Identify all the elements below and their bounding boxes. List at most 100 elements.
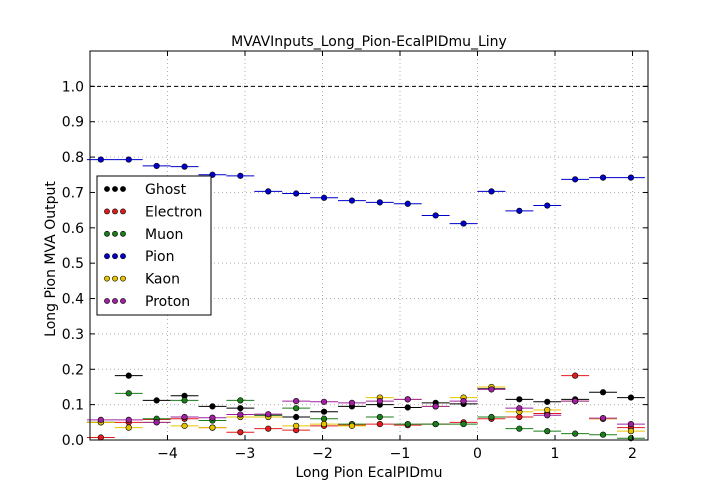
- data-point: [627, 420, 635, 428]
- y-tick-label: 0.8: [62, 150, 84, 166]
- data-point: [125, 424, 132, 431]
- data-point: [293, 413, 300, 421]
- data-point: [516, 413, 523, 421]
- legend-marker: [104, 208, 110, 215]
- data-point: [516, 405, 523, 412]
- legend-marker: [104, 298, 110, 304]
- data-point: [348, 422, 356, 429]
- data-marks: [86, 156, 645, 442]
- series-pion: [86, 156, 645, 227]
- legend-marker: [120, 186, 126, 192]
- data-point: [97, 156, 104, 163]
- legend-marker: [104, 186, 110, 192]
- data-point: [181, 397, 188, 404]
- plot-frame: [89, 50, 649, 441]
- data-point: [376, 199, 383, 206]
- x-tick-label: −2: [312, 446, 333, 462]
- data-point: [572, 372, 579, 379]
- y-tick-label: 0.3: [62, 327, 84, 343]
- data-point: [544, 202, 551, 209]
- data-point: [237, 172, 244, 179]
- data-point: [516, 207, 523, 214]
- y-tick-label: 0.0: [62, 433, 84, 449]
- axis-ticks: −4 −3 −2 −1 0 1 2 0.0 0.1 0.2 0.3 0.4 0.5 0.6 0.7 0.8 0.…: [62, 51, 648, 462]
- data-point: [404, 404, 411, 411]
- data-point: [293, 398, 300, 405]
- data-point: [488, 188, 495, 195]
- data-point: [320, 398, 328, 405]
- data-point: [599, 174, 607, 181]
- legend-marker: [120, 275, 126, 282]
- data-point: [544, 412, 551, 419]
- data-point: [293, 190, 300, 197]
- data-point: [237, 411, 244, 418]
- data-point: [376, 413, 383, 421]
- data-point: [599, 389, 607, 396]
- legend-marker: [120, 230, 126, 237]
- legend-marker: [104, 253, 110, 260]
- x-tick-label: −1: [390, 446, 411, 462]
- data-point: [153, 397, 160, 404]
- data-point: [544, 406, 551, 414]
- data-point: [627, 428, 635, 435]
- data-point: [376, 398, 383, 405]
- data-point: [153, 162, 160, 170]
- y-tick-label: 0.2: [62, 362, 84, 378]
- y-tick-label: 0.5: [62, 256, 84, 272]
- data-point: [125, 416, 132, 423]
- legend-marker: [112, 298, 118, 304]
- x-tick-label: −4: [157, 446, 178, 462]
- legend-label: Ghost: [145, 182, 187, 198]
- data-point: [320, 415, 328, 422]
- data-point: [181, 163, 188, 170]
- y-tick-label: 1.0: [62, 79, 84, 95]
- data-point: [320, 420, 328, 428]
- data-point: [125, 372, 132, 379]
- data-point: [209, 403, 216, 410]
- x-tick-label: 2: [628, 446, 637, 462]
- y-axis-label: Long Pion MVA Output: [43, 181, 59, 337]
- data-point: [432, 403, 439, 410]
- data-point: [237, 405, 244, 412]
- data-point: [404, 396, 411, 403]
- data-point: [544, 428, 551, 435]
- data-point: [348, 399, 356, 406]
- y-tick-label: 0.4: [62, 292, 84, 308]
- data-point: [348, 197, 356, 204]
- data-point: [572, 176, 579, 183]
- legend-label: Electron: [145, 204, 202, 220]
- legend-marker: [120, 253, 126, 260]
- data-point: [599, 414, 607, 422]
- data-point: [404, 420, 411, 428]
- data-point: [627, 174, 635, 181]
- data-point: [153, 419, 160, 426]
- data-point: [627, 394, 635, 401]
- x-tick-label: 0: [473, 446, 482, 462]
- data-point: [293, 422, 300, 429]
- series-proton: [86, 386, 645, 428]
- data-point: [460, 398, 467, 405]
- legend-label: Kaon: [145, 272, 180, 288]
- legend-marker: [112, 230, 118, 237]
- series-kaon: [86, 383, 645, 435]
- data-point: [572, 430, 579, 437]
- data-point: [181, 422, 188, 429]
- data-point: [516, 396, 523, 403]
- legend-marker: [104, 230, 110, 237]
- data-point: [432, 420, 439, 428]
- legend: Ghost Electron Muon Pion Kaon Proton: [96, 175, 212, 316]
- data-point: [320, 408, 328, 415]
- data-point: [432, 212, 439, 219]
- legend-marker: [120, 298, 126, 304]
- data-point: [97, 416, 104, 423]
- y-tick-label: 0.1: [62, 398, 84, 414]
- data-point: [97, 434, 104, 441]
- data-point: [488, 386, 495, 393]
- x-tick-label: −3: [235, 446, 256, 462]
- chart-title: MVAVInputs_Long_Pion-EcalPIDmu_Liny: [231, 34, 507, 50]
- legend-marker: [112, 275, 118, 282]
- data-point: [572, 398, 579, 405]
- legend-label: Muon: [145, 227, 183, 243]
- data-point: [125, 390, 132, 397]
